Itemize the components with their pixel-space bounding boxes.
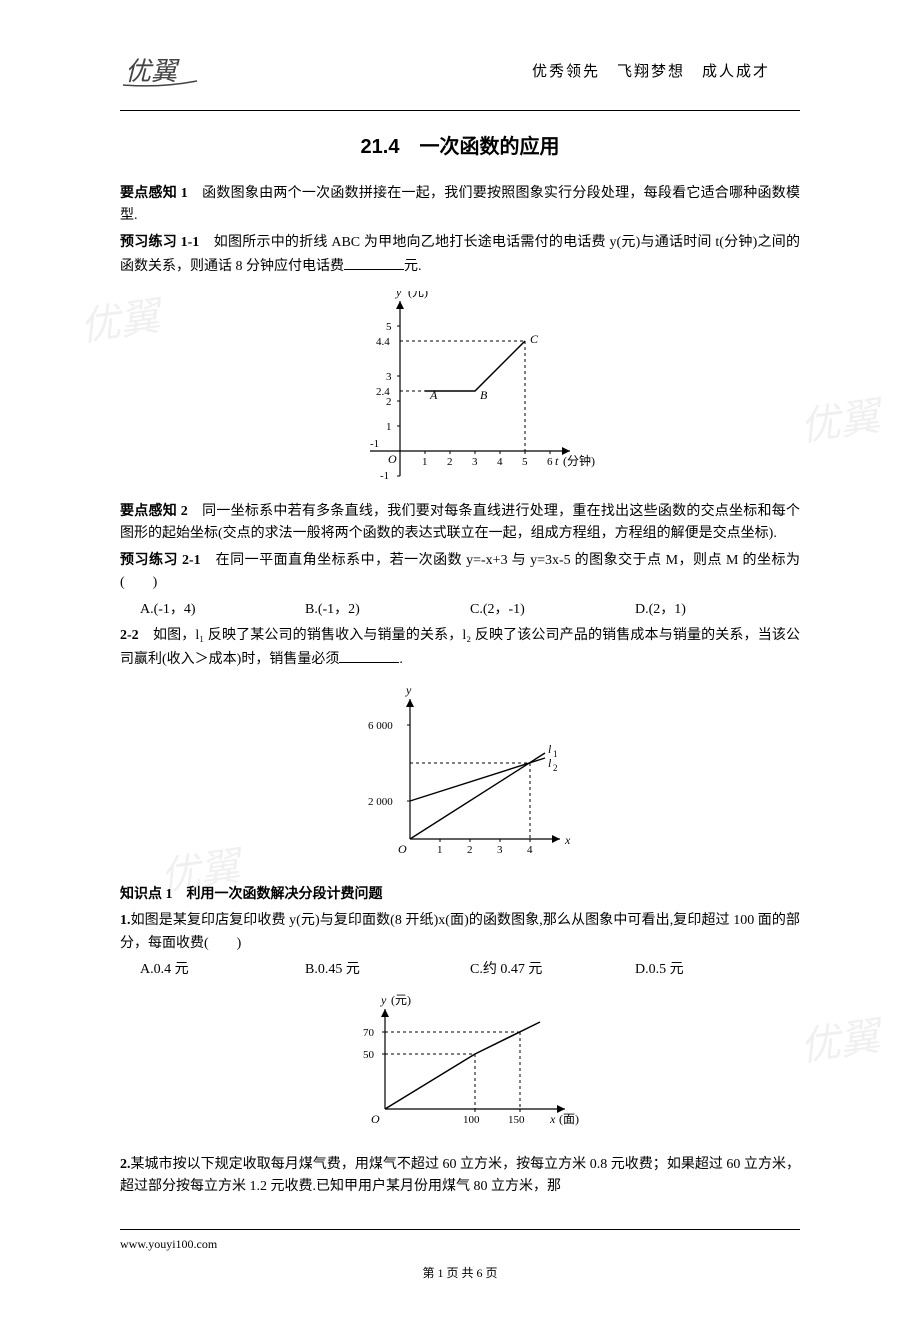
header-divider <box>120 110 800 111</box>
svg-text:2 000: 2 000 <box>368 796 393 808</box>
svg-text:t: t <box>555 454 559 468</box>
svg-text:3: 3 <box>472 456 478 468</box>
svg-text:3: 3 <box>386 371 392 383</box>
svg-text:5: 5 <box>522 456 528 468</box>
svg-text:优翼: 优翼 <box>125 57 180 86</box>
watermark: 优翼 <box>796 1005 884 1080</box>
svg-text:O: O <box>371 1112 380 1126</box>
svg-text:4.4: 4.4 <box>376 336 390 348</box>
footer-divider <box>120 1229 800 1230</box>
exercise-2-2-text: 如图，l₁ 反映了某公司的销售收入与销量的关系，l₂ 反映了该公司产品的销售成本… <box>120 628 800 667</box>
svg-text:6 000: 6 000 <box>368 720 393 732</box>
svg-text:y: y <box>380 994 387 1007</box>
svg-text:(分钟): (分钟) <box>563 453 595 468</box>
point-1-label: 要点感知 1 <box>120 186 188 201</box>
option-b: B.(-1，2) <box>305 599 470 621</box>
svg-text:A: A <box>429 388 438 402</box>
svg-text:-1: -1 <box>380 470 389 481</box>
svg-text:2: 2 <box>553 763 558 773</box>
exercise-1-1-suffix: 元. <box>404 259 422 274</box>
exercise-1-1: 预习练习 1-1 如图所示中的折线 ABC 为甲地向乙地打长途电话需付的电话费 … <box>120 232 800 279</box>
svg-text:6: 6 <box>547 456 553 468</box>
svg-text:-1: -1 <box>370 438 379 450</box>
svg-text:y: y <box>395 291 402 299</box>
blank-field <box>344 254 404 270</box>
chart-3: O 50 70 100 150 y (元) x (面) <box>120 994 800 1142</box>
question-1-label: 1. <box>120 913 131 928</box>
question-2-label: 2. <box>120 1157 131 1172</box>
svg-text:2.4: 2.4 <box>376 386 390 398</box>
option-d: D.0.5 元 <box>635 959 800 981</box>
option-c: C.约 0.47 元 <box>470 959 635 981</box>
blank-field <box>339 647 399 663</box>
footer-url: www.youyi100.com <box>120 1235 800 1254</box>
point-2-text: 同一坐标系中若有多条直线，我们要对每条直线进行处理，重在找出这些函数的交点坐标和… <box>120 504 800 541</box>
option-a: A.(-1，4) <box>140 599 305 621</box>
svg-text:O: O <box>398 842 407 856</box>
slogan-text: 优秀领先 飞翔梦想 成人成才 <box>532 60 770 84</box>
svg-text:O: O <box>388 452 397 466</box>
point-2-label: 要点感知 2 <box>120 504 188 519</box>
exercise-2-1-label: 预习练习 2-1 <box>120 553 201 568</box>
svg-text:2: 2 <box>467 844 473 856</box>
exercise-2-1-options: A.(-1，4) B.(-1，2) C.(2，-1) D.(2，1) <box>140 599 800 621</box>
question-1-text: 如图是某复印店复印收费 y(元)与复印面数(8 开纸)x(面)的函数图象,那么从… <box>120 913 800 950</box>
exercise-2-2-suffix: . <box>399 652 403 667</box>
svg-text:(元): (元) <box>391 994 411 1007</box>
svg-text:(元): (元) <box>408 291 428 299</box>
svg-text:2: 2 <box>447 456 453 468</box>
svg-text:100: 100 <box>463 1114 480 1126</box>
exercise-2-2-label: 2-2 <box>120 628 139 643</box>
svg-text:x: x <box>564 833 571 847</box>
chart-1: O -1 1 2 2.4 3 4.4 5 -1 1 2 3 4 5 6 <box>120 291 800 489</box>
svg-text:(面): (面) <box>559 1112 579 1126</box>
option-b: B.0.45 元 <box>305 959 470 981</box>
svg-text:x: x <box>549 1112 556 1126</box>
logo-icon: 优翼 <box>120 55 200 90</box>
option-c: C.(2，-1) <box>470 599 635 621</box>
page-header: 优翼 优秀领先 飞翔梦想 成人成才 <box>120 60 800 100</box>
point-1: 要点感知 1 函数图象由两个一次函数拼接在一起，我们要按照图象实行分段处理，每段… <box>120 183 800 228</box>
svg-text:1: 1 <box>386 421 392 433</box>
svg-text:4: 4 <box>497 456 503 468</box>
exercise-2-1: 预习练习 2-1 在同一平面直角坐标系中，若一次函数 y=-x+3 与 y=3x… <box>120 550 800 595</box>
question-2: 2.某城市按以下规定收取每月煤气费，用煤气不超过 60 立方米，按每立方米 0.… <box>120 1154 800 1199</box>
svg-text:l: l <box>548 756 552 770</box>
footer-page-number: 第 1 页 共 6 页 <box>120 1264 800 1283</box>
question-1-options: A.0.4 元 B.0.45 元 C.约 0.47 元 D.0.5 元 <box>140 959 800 981</box>
point-2: 要点感知 2 同一坐标系中若有多条直线，我们要对每条直线进行处理，重在找出这些函… <box>120 501 800 546</box>
svg-text:70: 70 <box>363 1027 375 1039</box>
watermark: 优翼 <box>796 385 884 460</box>
exercise-1-1-label: 预习练习 1-1 <box>120 235 199 250</box>
page-title: 21.4 一次函数的应用 <box>120 131 800 163</box>
section-1-title: 知识点 1 利用一次函数解决分段计费问题 <box>120 884 800 906</box>
svg-text:50: 50 <box>363 1049 375 1061</box>
exercise-2-1-text: 在同一平面直角坐标系中，若一次函数 y=-x+3 与 y=3x-5 的图象交于点… <box>120 553 800 590</box>
exercise-1-1-text: 如图所示中的折线 ABC 为甲地向乙地打长途电话需付的电话费 y(元)与通话时间… <box>120 235 800 274</box>
svg-text:1: 1 <box>422 456 428 468</box>
svg-text:3: 3 <box>497 844 503 856</box>
svg-text:4: 4 <box>527 844 533 856</box>
svg-text:1: 1 <box>553 749 558 759</box>
chart-2: O 2 000 6 000 1 2 3 4 l1 l2 y x <box>120 684 800 872</box>
svg-text:150: 150 <box>508 1114 525 1126</box>
svg-text:l: l <box>548 742 552 756</box>
question-1: 1.如图是某复印店复印收费 y(元)与复印面数(8 开纸)x(面)的函数图象,那… <box>120 910 800 955</box>
svg-text:1: 1 <box>437 844 443 856</box>
point-1-text: 函数图象由两个一次函数拼接在一起，我们要按照图象实行分段处理，每段看它适合哪种函… <box>120 186 800 223</box>
exercise-2-2: 2-2 如图，l₁ 反映了某公司的销售收入与销量的关系，l₂ 反映了该公司产品的… <box>120 625 800 672</box>
svg-text:B: B <box>480 388 488 402</box>
option-a: A.0.4 元 <box>140 959 305 981</box>
question-2-text: 某城市按以下规定收取每月煤气费，用煤气不超过 60 立方米，按每立方米 0.8 … <box>120 1157 800 1194</box>
page-footer: www.youyi100.com 第 1 页 共 6 页 <box>120 1229 800 1283</box>
svg-text:y: y <box>405 684 412 697</box>
svg-text:C: C <box>530 332 539 346</box>
svg-text:5: 5 <box>386 321 392 333</box>
option-d: D.(2，1) <box>635 599 800 621</box>
